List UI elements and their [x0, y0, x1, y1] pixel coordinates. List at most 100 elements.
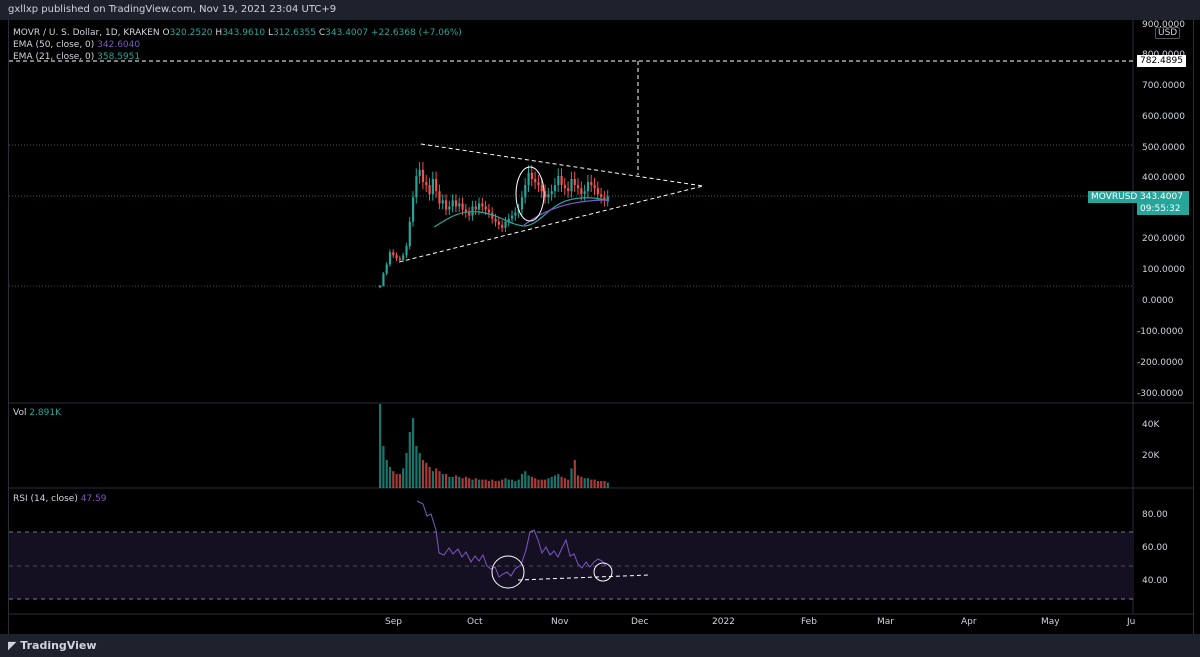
- volume-bar: [464, 476, 467, 488]
- volume-bar: [497, 481, 500, 488]
- volume-bar: [382, 446, 385, 488]
- volume-bar: [553, 475, 557, 488]
- candle-body: [478, 203, 481, 210]
- volume-bar: [418, 453, 421, 488]
- candle-body: [557, 175, 560, 186]
- volume-bar: [408, 432, 411, 488]
- volume-bar: [428, 467, 431, 488]
- tradingview-brand: TradingView: [20, 639, 97, 652]
- volume-bar: [395, 474, 398, 488]
- candle-body: [511, 215, 514, 219]
- volume-bar: [530, 476, 533, 488]
- candle-body: [530, 172, 533, 179]
- time-label-sep: Sep: [385, 617, 402, 627]
- volume-bar: [474, 478, 477, 488]
- candle-body: [484, 206, 487, 210]
- volume-bar: [461, 478, 464, 488]
- volume-bar: [547, 478, 550, 488]
- rsi-tick-60: 60.00: [1142, 543, 1168, 553]
- candle-body: [461, 203, 464, 210]
- candle-body: [408, 221, 411, 247]
- candle-body: [451, 200, 454, 207]
- volume-bar: [567, 479, 570, 488]
- volume-bar: [570, 468, 573, 488]
- price-tick-900: 900.0000: [1142, 20, 1185, 30]
- candle-body: [514, 212, 517, 216]
- ema50-label: EMA (50, close, 0): [13, 40, 95, 50]
- tradingview-logo[interactable]: ◤ TradingView: [8, 639, 97, 652]
- change-value: +22.6368 (+7.06%): [371, 28, 462, 38]
- price-tick-neg100: -100.0000: [1137, 327, 1184, 337]
- volume-bar: [600, 481, 603, 488]
- price-tick-500: 500.0000: [1142, 143, 1185, 153]
- candle-body: [405, 246, 408, 256]
- volume-bar: [563, 478, 566, 488]
- candle-body: [540, 185, 543, 192]
- time-label-dec: Dec: [631, 617, 649, 627]
- rsi-legend[interactable]: RSI (14, close) 47.59: [13, 494, 107, 504]
- publisher-bar: gxllxp published on TradingView.com, Nov…: [0, 0, 1200, 20]
- candle-body: [573, 179, 576, 186]
- volume-bar: [606, 482, 609, 488]
- candle-body: [402, 255, 405, 260]
- candle-body: [428, 185, 431, 195]
- time-label-mar: Mar: [877, 617, 894, 627]
- symbol-label[interactable]: MOVR / U. S. Dollar, 1D, KRAKEN: [13, 28, 160, 38]
- price-tick-200: 200.0000: [1142, 234, 1185, 244]
- time-label-2022: 2022: [712, 617, 735, 627]
- volume-bar: [425, 462, 428, 488]
- volume-legend[interactable]: Vol 2.891K: [13, 408, 61, 418]
- candle-body: [448, 206, 451, 210]
- volume-label: Vol: [13, 408, 27, 418]
- volume-bar: [445, 474, 448, 488]
- candle-body: [590, 182, 593, 186]
- annotation-ellipse: [515, 166, 545, 222]
- volume-bar: [593, 479, 596, 488]
- volume-bar: [441, 474, 444, 488]
- candle-body: [577, 185, 580, 189]
- volume-bar: [501, 479, 504, 488]
- candle-body: [494, 218, 497, 222]
- volume-value: 2.891K: [29, 408, 62, 418]
- candle-body: [487, 209, 491, 213]
- candle-body: [398, 258, 401, 260]
- time-label-oct: Oct: [467, 617, 483, 627]
- candle-body: [606, 196, 609, 201]
- ema21-legend[interactable]: EMA (21, close, 0) 358.5951: [13, 52, 140, 62]
- currency-button[interactable]: USD: [1155, 27, 1181, 39]
- candle-body: [481, 203, 484, 207]
- candle-body: [435, 179, 438, 192]
- chart-canvas[interactable]: [9, 20, 1193, 634]
- candle-body: [507, 218, 510, 222]
- price-tick-neg300: -300.0000: [1137, 389, 1184, 399]
- rsi-value: 47.59: [80, 494, 107, 504]
- triangle-upper-trendline: [420, 143, 704, 187]
- footer-bar: ◤ TradingView: [0, 634, 1200, 657]
- volume-bar: [524, 471, 527, 488]
- candle-body: [596, 188, 599, 195]
- candle-body: [520, 197, 524, 210]
- candle-body: [415, 175, 418, 198]
- volume-bar: [421, 460, 425, 488]
- chart-frame[interactable]: MOVR / U. S. Dollar, 1D, KRAKEN O320.252…: [8, 20, 1194, 634]
- volume-bar: [484, 479, 487, 488]
- candle-body: [382, 273, 385, 286]
- volume-bar: [540, 479, 543, 488]
- volume-bar: [520, 474, 524, 488]
- candle-body: [474, 206, 477, 210]
- candle-body: [438, 191, 441, 204]
- open-prefix: O: [162, 28, 170, 38]
- volume-bar: [560, 476, 563, 488]
- price-tick-700: 700.0000: [1142, 81, 1185, 91]
- close-value: 343.4007: [325, 28, 369, 38]
- tradingview-logo-icon: ◤: [8, 639, 21, 652]
- volume-bar: [454, 475, 458, 488]
- triangle-lower-trendline: [398, 185, 704, 263]
- candle-body: [547, 194, 550, 198]
- volume-bar: [435, 468, 438, 488]
- candle-body: [441, 200, 444, 204]
- volume-bar: [402, 468, 405, 488]
- ema50-legend[interactable]: EMA (50, close, 0) 342.6040: [13, 40, 140, 50]
- high-prefix: H: [215, 28, 223, 38]
- price-tick-600: 600.0000: [1142, 112, 1185, 122]
